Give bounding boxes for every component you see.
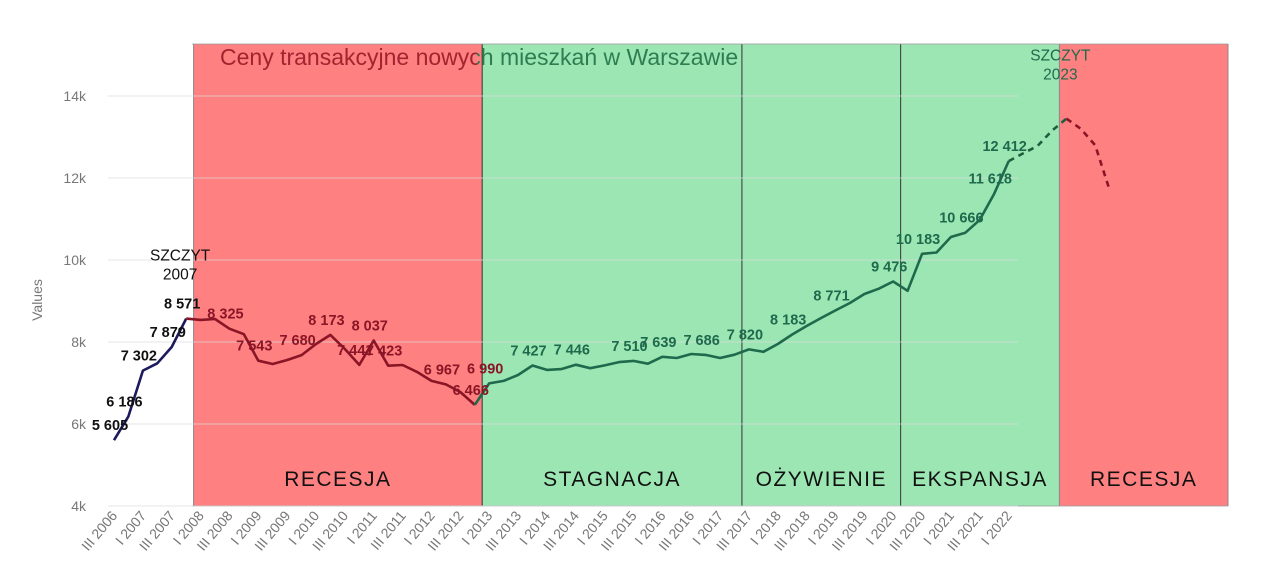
data-label: 7 686 (683, 333, 719, 349)
y-tick-label: 6k (71, 416, 87, 432)
peak-annotation: 2023 (1043, 67, 1077, 84)
data-label: 6 967 (424, 362, 460, 378)
x-tick-label: I 2022 (978, 507, 1015, 547)
data-label: 12 412 (982, 139, 1026, 155)
chart-title-text: Ceny transakcyjne nowych mieszkań w Wars… (220, 44, 738, 70)
data-label: 8 183 (770, 312, 806, 328)
chart-title: Ceny transakcyjne nowych mieszkań w Wars… (220, 44, 738, 70)
phase-label: RECESJA (284, 468, 391, 491)
peak-annotation: 2007 (163, 267, 197, 284)
phase-band (482, 44, 742, 506)
data-label: 8 173 (308, 313, 344, 329)
series-line (112, 117, 1111, 441)
data-label: 7 446 (554, 343, 590, 359)
phase-label: STAGNACJA (543, 468, 681, 491)
phase-band (741, 44, 901, 506)
chart-title-text: Ceny transakcyjne nowych mieszkań w Wars… (220, 44, 738, 70)
phase-label: RECESJA (1090, 468, 1197, 491)
annotations: SZCZYT 2007 SZCZYT 2023 (150, 48, 1091, 284)
x-tick-label: III 2006 (78, 507, 120, 553)
y-axis-title: Values (29, 279, 45, 321)
y-tick-label: 14k (63, 88, 87, 104)
data-label: 7 820 (727, 327, 763, 343)
data-label: 7 543 (236, 339, 272, 355)
data-label: 7 302 (121, 349, 157, 365)
series-segment (473, 160, 1010, 406)
y-tick-label: 4k (71, 498, 87, 514)
series-segment (186, 317, 476, 406)
data-label: 10 666 (939, 211, 983, 227)
data-label: 7 441 (337, 343, 373, 359)
data-label: 8 325 (207, 307, 243, 323)
y-tick-label: 12k (63, 170, 87, 186)
data-labels: 5 605 6 186 7 302 7 879 8 571 8 325 7 543 7 680… (92, 139, 1027, 434)
peak-annotation: SZCZYT (1030, 48, 1091, 65)
data-label: 8 771 (813, 288, 849, 304)
peak-annotation: SZCZYT (150, 248, 211, 265)
data-label: 5 605 (92, 418, 128, 434)
y-tick-label: 8k (71, 334, 87, 350)
phase-bands: RECESJA STAGNACJA OŻYWIENIE EKSPANSJA RECESJ… (192, 43, 1229, 507)
data-label: 7 423 (366, 344, 402, 360)
phase-label: EKSPANSJA (912, 468, 1048, 491)
data-label: 7 680 (279, 333, 315, 349)
phase-band (1059, 44, 1228, 506)
data-label: 10 183 (896, 232, 940, 248)
y-axis: 4k 6k 8k 10k 12k 14k Values (29, 88, 87, 514)
phase-band (193, 44, 483, 506)
y-tick-label: 10k (63, 252, 87, 268)
data-label: 8 037 (352, 318, 388, 334)
data-label: 6 186 (106, 394, 142, 410)
data-label: 7 879 (150, 325, 186, 341)
data-label: 6 466 (453, 383, 489, 399)
data-label: 6 990 (467, 361, 503, 377)
data-label: 11 618 (968, 172, 1012, 188)
phase-band (900, 44, 1060, 506)
series-segment (1008, 117, 1068, 163)
data-label: 7 510 (611, 339, 647, 355)
data-label: 8 571 (164, 297, 200, 313)
data-label: 7 427 (510, 343, 546, 359)
phase-label: OŻYWIENIE (756, 468, 887, 491)
gridlines (108, 95, 1018, 507)
data-label: 7 639 (640, 335, 676, 351)
data-label: 9 476 (871, 259, 907, 275)
series-segment (112, 318, 188, 441)
